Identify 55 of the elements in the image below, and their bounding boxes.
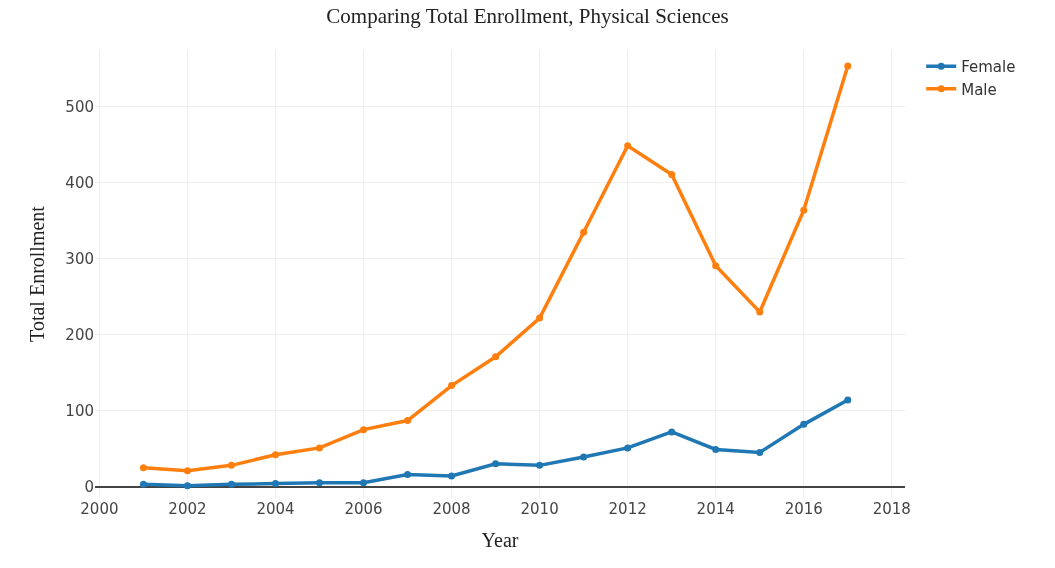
x-tick-label: 2012 xyxy=(608,500,647,518)
y-axis-title: Total Enrollment xyxy=(25,205,48,342)
point xyxy=(227,480,235,488)
point xyxy=(227,461,235,469)
x-tick-label: 2006 xyxy=(344,500,383,518)
point xyxy=(580,453,588,461)
point xyxy=(316,444,324,452)
point xyxy=(492,460,500,468)
point xyxy=(360,479,368,487)
point xyxy=(800,420,808,428)
point xyxy=(800,206,808,214)
point xyxy=(404,417,412,425)
point xyxy=(139,464,147,472)
point xyxy=(536,461,544,469)
point xyxy=(624,142,632,150)
point xyxy=(756,308,764,316)
y-tick-label: 400 xyxy=(65,174,94,193)
point xyxy=(580,228,588,236)
x-axis-title: Year xyxy=(481,528,519,551)
chart-title: Comparing Total Enrollment, Physical Sciences xyxy=(326,4,729,29)
point xyxy=(844,62,852,70)
point xyxy=(668,428,676,436)
x-tick-label: 2016 xyxy=(784,500,823,518)
x-tick-label: 2002 xyxy=(168,500,207,518)
point xyxy=(360,426,368,434)
point xyxy=(624,444,632,452)
point xyxy=(536,314,544,322)
point xyxy=(448,382,456,390)
point xyxy=(492,353,500,361)
point xyxy=(712,445,720,453)
x-tick-label: 2004 xyxy=(256,500,295,518)
y-tick-label: 300 xyxy=(65,250,94,269)
y-tick-label: 0 xyxy=(84,477,94,496)
point xyxy=(404,470,412,478)
x-tick-label: 2014 xyxy=(696,500,735,518)
x-tick-label: 2000 xyxy=(80,500,119,518)
point xyxy=(183,482,191,490)
x-tick-label: 2018 xyxy=(872,500,911,518)
y-tick-label: 200 xyxy=(65,326,94,344)
point xyxy=(756,448,764,456)
point xyxy=(183,467,191,475)
legend-label: Female xyxy=(961,58,1016,77)
point xyxy=(448,472,456,480)
point xyxy=(844,396,852,404)
y-tick-label: 100 xyxy=(65,401,94,420)
point xyxy=(712,262,720,270)
point xyxy=(271,451,279,459)
point xyxy=(316,479,324,487)
point xyxy=(271,480,279,488)
x-tick-label: 2008 xyxy=(432,500,471,518)
point xyxy=(668,171,676,179)
y-tick-label: 500 xyxy=(65,98,94,117)
x-tick-label: 2010 xyxy=(520,500,559,518)
legend-label: Male xyxy=(961,80,997,99)
point xyxy=(139,480,147,488)
